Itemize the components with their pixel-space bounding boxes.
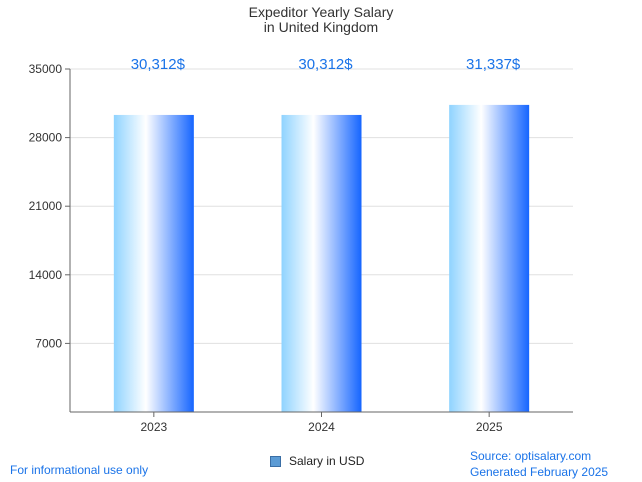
source-block: Source: optisalary.com Generated Februar… — [470, 448, 608, 480]
legend: Salary in USD — [270, 454, 364, 468]
legend-swatch — [270, 455, 281, 467]
x-tick-label: 2023 — [140, 420, 167, 434]
y-tick-label: 35000 — [29, 62, 63, 76]
bar — [113, 114, 194, 413]
source-text: Source: optisalary.com — [470, 449, 592, 463]
y-tick-label: 7000 — [35, 336, 62, 350]
x-tick-label: 2024 — [308, 420, 335, 434]
generated-text: Generated February 2025 — [470, 465, 609, 479]
x-axis: 2023 2024 2025 — [70, 411, 573, 434]
data-label: 30,312$ — [298, 56, 353, 73]
data-labels: 30,312$ 30,312$ 31,337$ — [131, 56, 521, 73]
y-axis: 7000 14000 21000 28000 35000 — [29, 62, 71, 412]
chart-title-line-2: in United Kingdom — [264, 19, 378, 35]
data-label: 30,312$ — [131, 56, 186, 73]
chart-title-line-1: Expeditor Yearly Salary — [249, 4, 394, 20]
bar — [281, 114, 362, 413]
disclaimer-text: For informational use only — [10, 463, 149, 477]
legend-label: Salary in USD — [289, 454, 365, 468]
y-tick-label: 28000 — [29, 131, 63, 145]
bars — [113, 104, 530, 413]
y-tick-label: 14000 — [29, 268, 63, 282]
y-tick-label: 21000 — [29, 199, 63, 213]
chart-title: Expeditor Yearly Salary in United Kingdo… — [249, 4, 394, 35]
bar — [449, 104, 530, 412]
data-label: 31,337$ — [466, 56, 521, 73]
x-tick-label: 2025 — [476, 420, 503, 434]
